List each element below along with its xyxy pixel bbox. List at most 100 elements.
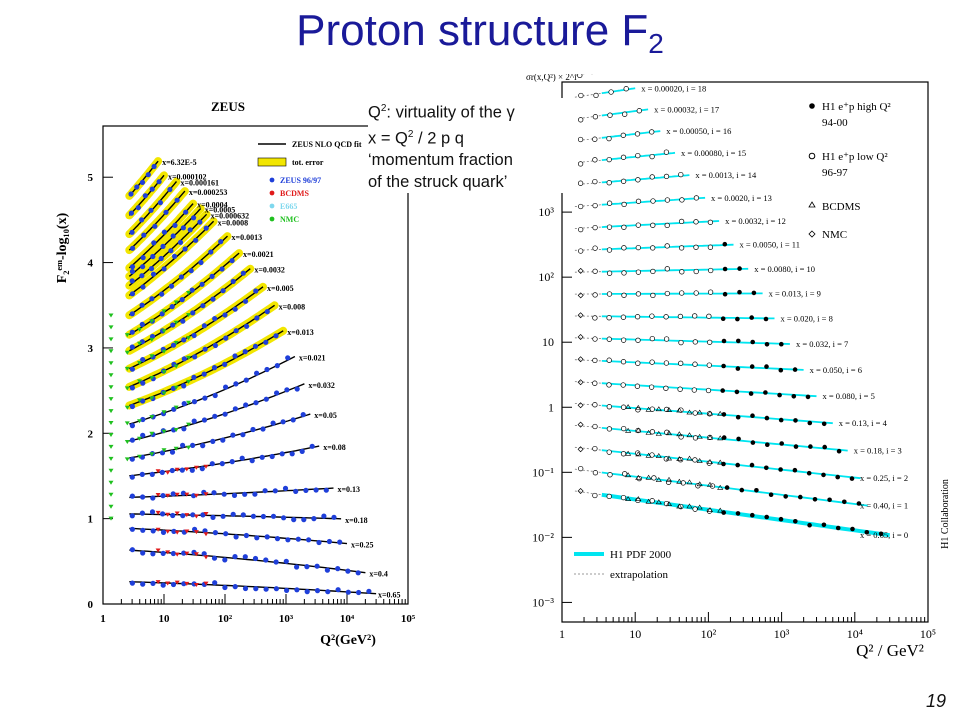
h1-low-q2-point [578, 248, 584, 254]
h1-bin-label: x = 0.00050, i = 16 [666, 126, 731, 136]
h1-high-q2-point [792, 367, 798, 372]
nmc-data-point [108, 397, 114, 402]
h1-x-tick-label: 1 [559, 627, 565, 641]
zeus-data-point [209, 461, 215, 467]
zeus-data-point [201, 417, 208, 423]
bcdms-data-point [676, 407, 683, 413]
nmc-data-point [108, 433, 114, 437]
zeus-data-point [140, 432, 146, 438]
zeus-data-point [180, 225, 186, 231]
zeus-data-point [285, 355, 291, 361]
h1-high-q2-point [807, 420, 813, 426]
zeus-data-point [231, 492, 238, 498]
bcdms-data-point [174, 511, 180, 516]
zeus-data-point [139, 510, 145, 516]
h1-high-q2-point [821, 472, 826, 478]
zeus-data-point [160, 529, 167, 535]
nmc-data-point [108, 516, 114, 521]
bcdms-data-point [717, 507, 724, 513]
zeus-data-point [210, 438, 216, 444]
h1-x-tick-label: 10³ [774, 627, 790, 641]
h1-bin-label: x = 0.00080, i = 15 [681, 148, 746, 158]
bcdms-data-point [645, 452, 652, 458]
h1-x-tick-label: 10 [629, 627, 641, 641]
zeus-data-point [172, 222, 178, 228]
zeus-data-point [169, 304, 175, 310]
h1-low-q2-point [680, 480, 686, 486]
annotation-line-4: of the struck quark’ [368, 173, 508, 191]
zeus-data-point [169, 449, 176, 455]
h1-high-q2-point [777, 392, 782, 398]
zeus-data-point [229, 258, 235, 264]
zeus-data-point [295, 536, 301, 542]
bcdms-data-point [203, 581, 209, 586]
bcdms-data-point [665, 501, 673, 506]
nmc-data-point [186, 422, 191, 427]
zeus-legend-band [257, 157, 287, 167]
h1-y-tick-label: 10² [538, 270, 554, 284]
bcdms-data-point [193, 514, 199, 519]
zeus-data-point [142, 193, 148, 199]
bcdms-data-point [645, 498, 652, 504]
h1-low-q2-point [606, 404, 612, 410]
zeus-data-point [160, 493, 166, 499]
h1-high-q2-point [768, 492, 774, 498]
zeus-data-point [243, 402, 249, 408]
zeus-legend-label: E665 [280, 202, 297, 211]
h1-low-q2-point [606, 156, 612, 163]
zeus-data-point [220, 437, 226, 443]
h1-low-q2-point [678, 218, 685, 225]
h1-low-q2-point [678, 339, 684, 346]
bcdms-data-point [165, 581, 171, 586]
h1-pdf-fit-line [601, 492, 890, 538]
nmc-data-point [137, 398, 142, 403]
h1-low-q2-point [635, 198, 642, 204]
zeus-data-point [230, 278, 236, 284]
nmc-data-point [161, 391, 167, 396]
zeus-x-tick-label: 10² [218, 613, 233, 625]
zeus-data-point [189, 287, 195, 293]
h1-low-q2-point [577, 180, 584, 186]
h1-high-q2-point [749, 315, 754, 320]
h1-low-q2-point [592, 445, 598, 452]
zeus-data-point [190, 310, 196, 316]
zeus-data-point [129, 366, 135, 372]
bcdms-data-point [686, 455, 693, 461]
zeus-legend-label: BCDMS [280, 189, 309, 198]
h1-high-q2-point [842, 499, 847, 505]
h1-low-q2-point [620, 314, 627, 320]
zeus-x-tick-label: 10 [159, 613, 171, 625]
h1-high-q2-point [765, 442, 770, 448]
h1-low-q2-point [620, 494, 627, 501]
annotation-q: Q [368, 103, 381, 122]
bcdms-data-point [184, 529, 190, 534]
h1-high-q2-point [793, 519, 798, 524]
h1-low-q2-point [592, 315, 598, 321]
slide-title-text: Proton structure F [296, 6, 649, 55]
zeus-data-point [129, 268, 135, 275]
h1-low-q2-point [620, 337, 627, 343]
zeus-data-point [283, 558, 289, 564]
zeus-legend-marker [269, 177, 275, 183]
zeus-data-point [260, 426, 266, 432]
h1-high-q2-point [736, 338, 741, 344]
h1-low-q2-point [663, 385, 669, 391]
zeus-data-point [179, 297, 185, 303]
bcdms-data-point [174, 580, 180, 585]
h1-low-q2-point [592, 136, 598, 142]
zeus-data-point [303, 487, 309, 493]
bcdms-data-point [696, 504, 703, 510]
h1-high-q2-point [735, 511, 741, 516]
h1-y-axis-label: σr(x,Q²) × 2^i [526, 74, 577, 82]
h1-low-q2-point [707, 289, 714, 295]
zeus-data-point [233, 381, 239, 387]
zeus-data-point [243, 532, 249, 539]
h1-low-q2-point [592, 492, 598, 499]
nmc-data-point [124, 386, 130, 391]
h1-low-q2-point [620, 154, 627, 160]
nmc-data-point [124, 366, 130, 371]
nmc-data-point [108, 492, 114, 497]
zeus-data-point [174, 197, 180, 203]
zeus-data-point [262, 488, 268, 494]
zeus-plot-frame [102, 125, 409, 605]
